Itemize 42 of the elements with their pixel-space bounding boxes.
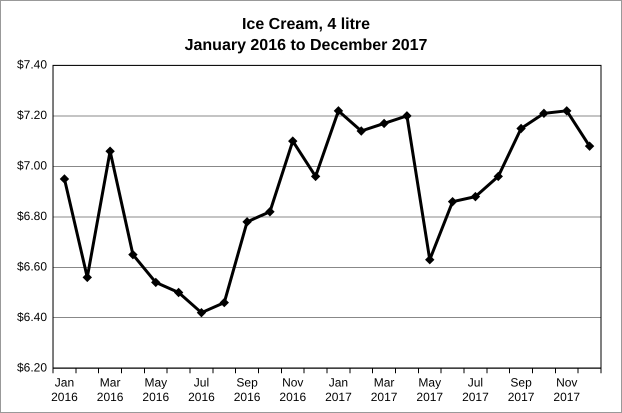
y-tick-label: $7.40	[17, 58, 48, 72]
x-tick-label: Jul 2016	[188, 376, 216, 404]
x-tick-label: Mar 2016	[96, 376, 124, 404]
point	[220, 298, 229, 308]
point	[174, 288, 184, 297]
point	[242, 217, 252, 226]
point	[356, 126, 366, 136]
y-tick-label: $6.60	[17, 260, 48, 274]
point	[128, 250, 138, 260]
point	[470, 192, 480, 202]
point	[562, 106, 572, 116]
point	[539, 108, 548, 118]
x-tick-label: Sep 2016	[234, 376, 261, 404]
x-tick-label: Jan 2016	[51, 376, 78, 404]
y-tick-label: $7.20	[17, 108, 48, 122]
point	[380, 118, 389, 128]
point	[288, 136, 298, 146]
x-tick-label: Jan 2017	[325, 376, 352, 404]
point	[151, 278, 160, 287]
y-tick-label: $6.80	[17, 209, 48, 224]
x-tick-label: Jul 2017	[462, 376, 490, 404]
point	[516, 124, 526, 133]
x-tick-label: Sep 2017	[508, 376, 535, 404]
x-tick-label: May 2017	[416, 376, 444, 404]
x-tick-label: Nov 2016	[279, 376, 306, 404]
point	[196, 308, 206, 318]
x-tick-label: Nov 2017	[553, 376, 580, 404]
point	[494, 172, 503, 181]
point	[265, 207, 274, 216]
chart-subtitle: January 2016 to December 2017	[184, 37, 428, 54]
y-tick-label: $6.40	[17, 310, 48, 324]
x-tick-label: May 2016	[142, 376, 170, 404]
point	[60, 174, 69, 184]
point	[334, 106, 343, 116]
y-tick-label: $7.00	[17, 158, 48, 173]
point	[311, 172, 320, 181]
point	[402, 111, 412, 120]
point	[448, 197, 458, 206]
x-tick-label: Mar 2017	[370, 376, 398, 404]
chart-title: Ice Cream, 4 litre	[242, 16, 370, 34]
point	[585, 142, 594, 151]
y-tick-label: $6.20	[17, 360, 48, 375]
